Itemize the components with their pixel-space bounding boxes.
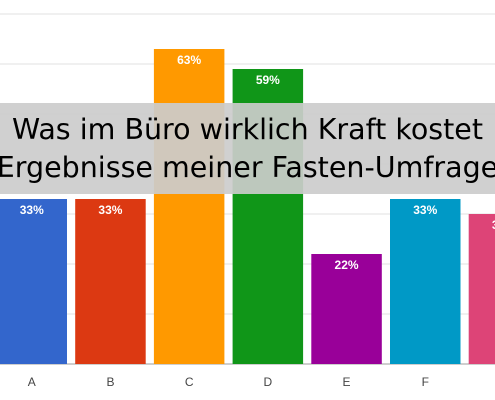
chart-title-line-1: Was im Büro wirklich Kraft kostet xyxy=(11,112,484,146)
data-label-B: 33% xyxy=(98,203,122,217)
bars xyxy=(0,49,495,364)
x-tick-label-F: F xyxy=(422,375,429,389)
x-tick-label-A: A xyxy=(28,375,36,389)
bar-G xyxy=(468,214,495,364)
x-tick-label-D: D xyxy=(264,375,273,389)
bar-B xyxy=(75,199,146,364)
x-axis-tick-labels: ABCDEFG xyxy=(28,375,429,389)
bar-A xyxy=(0,199,67,364)
x-tick-label-C: C xyxy=(185,375,194,389)
data-label-D: 59% xyxy=(256,73,280,87)
chart-title-line-2: Ergebnisse meiner Fasten-Umfrage xyxy=(0,150,495,184)
data-label-A: 33% xyxy=(20,203,44,217)
data-label-G: 30% xyxy=(492,218,495,232)
bar-E xyxy=(311,254,382,364)
data-label-F: 33% xyxy=(413,203,437,217)
data-labels: 33% 33% 63% 59% 22% 33% 30% xyxy=(20,53,495,272)
bar-C xyxy=(153,49,225,364)
x-tick-label-E: E xyxy=(343,375,351,389)
bar-F xyxy=(390,199,461,364)
chart-title-banner: Was im Büro wirklich Kraft kostet Ergebn… xyxy=(0,103,495,194)
data-label-C: 63% xyxy=(177,53,201,67)
x-tick-label-B: B xyxy=(106,375,114,389)
data-label-E: 22% xyxy=(335,258,359,272)
